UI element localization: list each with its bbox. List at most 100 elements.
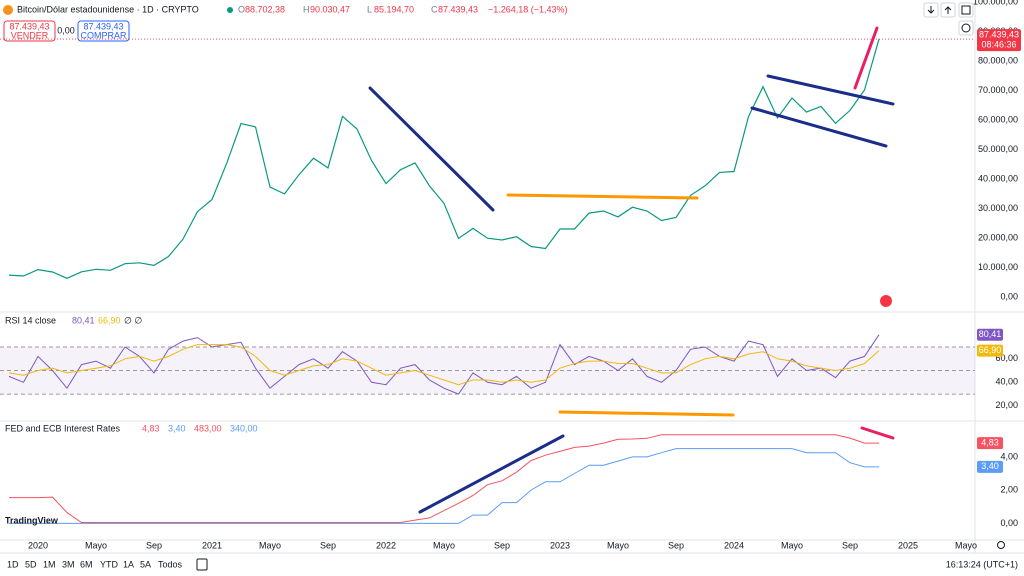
- y-tick-label: 0,00: [1000, 292, 1018, 302]
- sell-label[interactable]: VENDER: [11, 30, 49, 40]
- icon: [961, 5, 971, 15]
- x-tick-label: Mayo: [85, 540, 107, 550]
- range-button[interactable]: Todos: [158, 559, 183, 569]
- spread: 0,00: [57, 25, 75, 35]
- last-price-box: [977, 29, 1021, 52]
- symbol-icon: [3, 5, 13, 15]
- y-tick-label: 60.000,00: [978, 114, 1018, 124]
- x-tick-label: 2020: [28, 540, 48, 550]
- ohlc-key: C: [431, 4, 438, 14]
- x-tick-label: Mayo: [781, 540, 803, 550]
- y-tick-label: 20,00: [995, 400, 1018, 410]
- toolbar: 1D 5D 1M 3M 6M YTD 1A 5A Todos: [7, 559, 183, 569]
- date-range-icon[interactable]: [196, 558, 208, 571]
- series-line: [8, 344, 880, 386]
- ohlc-key: L: [367, 4, 372, 14]
- ohlc-value: 90.030,47: [310, 4, 350, 14]
- buy-price[interactable]: 87.439,43: [83, 21, 123, 31]
- x-tick-label: Mayo: [955, 540, 977, 550]
- legend-value: 340,00: [230, 423, 258, 433]
- ohlc-value: 87.439,43: [438, 4, 478, 14]
- trend-line: [368, 86, 495, 212]
- x-tick-label: Mayo: [607, 540, 629, 550]
- value-tag: 3,40: [981, 461, 999, 471]
- x-tick-label: 2024: [724, 540, 744, 550]
- y-tick-label: 70.000,00: [978, 85, 1018, 95]
- clock: 16:13:24 (UTC+1): [946, 559, 1018, 569]
- icon: [927, 6, 935, 14]
- range-button[interactable]: YTD: [100, 559, 119, 569]
- x-tick-label: Mayo: [259, 540, 281, 550]
- icon: [944, 6, 952, 14]
- button[interactable]: [940, 2, 956, 18]
- legend-value: 4,83: [142, 423, 160, 433]
- ohlc-key: O: [238, 4, 245, 14]
- legend-value: 3,40: [168, 423, 186, 433]
- plots: [0, 38, 975, 524]
- buy-button[interactable]: [77, 20, 130, 42]
- breakout-line: [853, 26, 879, 90]
- x-tick-label: Sep: [842, 540, 858, 550]
- y-tick-label: 80.000,00: [978, 55, 1018, 65]
- range-button[interactable]: 1D: [7, 559, 19, 569]
- range-button[interactable]: 1M: [43, 559, 56, 569]
- legend-value: 80,41: [72, 315, 95, 325]
- channel-line: [750, 106, 888, 148]
- ohlc-value: 88.702,38: [245, 4, 285, 14]
- value-tag: 4,83: [981, 437, 999, 447]
- pane-title: RSI 14 close: [5, 315, 56, 325]
- top-buttons: [923, 2, 974, 36]
- x-tick-label: 2021: [202, 540, 222, 550]
- ohlc-value: 85.194,70: [374, 4, 414, 14]
- value-tag-box: [977, 460, 1003, 473]
- value-tag: 80,41: [979, 329, 1002, 339]
- rates-trend-line: [418, 434, 565, 514]
- legend-value: 66,90: [98, 315, 121, 325]
- ohlc-key: H: [303, 4, 310, 14]
- value-tag-box: [977, 437, 1003, 450]
- x-tick-label: Sep: [494, 540, 510, 550]
- y-tick-label: 4,00: [1000, 451, 1018, 461]
- y-tick-label: 100.000,00: [973, 0, 1018, 6]
- event-icon[interactable]: [880, 295, 892, 307]
- drawings: [368, 26, 895, 514]
- y-tick-label: 60,00: [995, 353, 1018, 363]
- x-tick-label: Sep: [320, 540, 336, 550]
- buy-label[interactable]: COMPRAR: [80, 30, 127, 40]
- range-button[interactable]: 3M: [62, 559, 75, 569]
- button[interactable]: [958, 20, 974, 36]
- y-tick-label: 2,00: [1000, 485, 1018, 495]
- range-button[interactable]: 5A: [140, 559, 151, 569]
- pane-title: FED and ECB Interest Rates: [5, 423, 121, 433]
- series-line: [8, 38, 880, 279]
- button[interactable]: [958, 2, 974, 18]
- legend-extra: ∅ ∅: [124, 315, 142, 325]
- range-button[interactable]: 5D: [25, 559, 37, 569]
- change: −1.264,18 (−1,43%): [488, 4, 568, 14]
- y-tick-label: 50.000,00: [978, 144, 1018, 154]
- countdown: 08:46:36: [981, 39, 1016, 49]
- rsi-line: [558, 410, 735, 417]
- x-tick-label: 2025: [898, 540, 918, 550]
- series-line: [9, 448, 879, 524]
- y-tick-label: 40.000,00: [978, 174, 1018, 184]
- range-button[interactable]: 6M: [80, 559, 93, 569]
- x-tick-label: 2023: [550, 540, 570, 550]
- range-button[interactable]: 1A: [123, 559, 134, 569]
- y-tick-label: 40,00: [995, 377, 1018, 387]
- channel-line: [766, 74, 895, 106]
- ohlc: O 88.702,38 H 90.030,47 L 85.194,70 C 87.439,43: [238, 4, 478, 14]
- value-tag-box: [977, 344, 1003, 357]
- rates-trend-line: [860, 426, 895, 440]
- x-tick-label: 2022: [376, 540, 396, 550]
- support-line: [506, 193, 699, 200]
- x-tick-label: Sep: [668, 540, 684, 550]
- sell-price[interactable]: 87.439,43: [9, 21, 49, 31]
- sell-button[interactable]: [3, 20, 56, 42]
- y-tick-label: 10.000,00: [978, 262, 1018, 272]
- settings-icon[interactable]: [997, 541, 1005, 549]
- x-tick-label: Mayo: [433, 540, 455, 550]
- button[interactable]: [923, 2, 939, 18]
- symbol: Bitcoin/Dólar estadounidense · 1D · CRYP…: [17, 4, 199, 14]
- series-line: [9, 434, 879, 523]
